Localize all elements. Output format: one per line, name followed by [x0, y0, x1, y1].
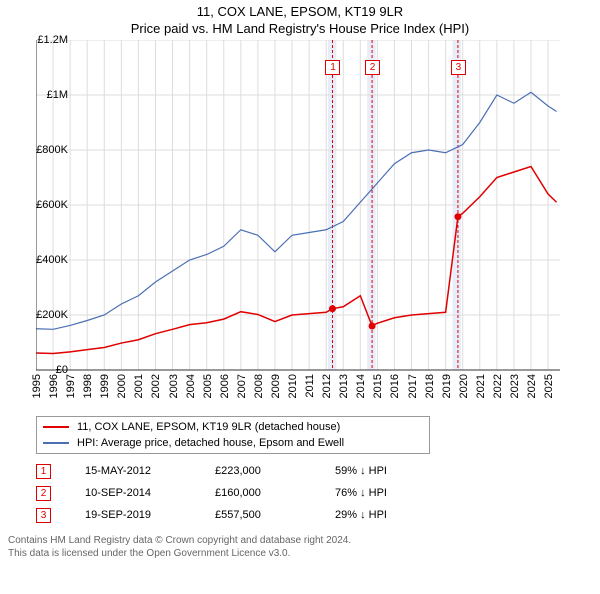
chart-title-line1: 11, COX LANE, EPSOM, KT19 9LR — [0, 4, 600, 19]
y-tick-label: £1M — [47, 89, 68, 101]
x-tick-label: 2024 — [526, 374, 538, 398]
event-diff: 29% ↓ HPI — [335, 509, 455, 521]
x-tick-label: 2002 — [150, 374, 162, 398]
x-tick-label: 2004 — [185, 374, 197, 398]
legend-label: HPI: Average price, detached house, Epso… — [77, 437, 344, 449]
events-table: 1 15-MAY-2012£223,00059% ↓ HPI 2 10-SEP-201… — [36, 460, 596, 526]
event-marker-1: 1 — [325, 60, 340, 75]
event-diff: 59% ↓ HPI — [335, 465, 455, 477]
x-tick-label: 2019 — [441, 374, 453, 398]
license-line1: Contains HM Land Registry data © Crown c… — [8, 534, 596, 547]
x-tick-label: 2013 — [338, 374, 350, 398]
y-tick-label: £600K — [36, 199, 68, 211]
x-tick-label: 2006 — [219, 374, 231, 398]
x-tick-label: 2008 — [253, 374, 265, 398]
x-tick-label: 2023 — [509, 374, 521, 398]
event-marker-2: 2 — [365, 60, 380, 75]
event-number: 3 — [36, 508, 51, 523]
chart-container: 11, COX LANE, EPSOM, KT19 9LR Price paid… — [0, 4, 600, 594]
x-tick-label: 2009 — [270, 374, 282, 398]
x-tick-label: 1999 — [99, 374, 111, 398]
x-tick-label: 2016 — [389, 374, 401, 398]
x-tick-label: 2005 — [202, 374, 214, 398]
x-tick-label: 2012 — [321, 374, 333, 398]
legend-swatch — [43, 442, 69, 444]
x-tick-label: 2001 — [133, 374, 145, 398]
x-tick-label: 2021 — [475, 374, 487, 398]
event-date: 10-SEP-2014 — [85, 487, 215, 499]
legend-swatch — [43, 426, 69, 428]
x-tick-label: 2011 — [304, 374, 316, 398]
x-tick-label: 2000 — [116, 374, 128, 398]
license-text: Contains HM Land Registry data © Crown c… — [8, 534, 596, 560]
event-number: 1 — [36, 464, 51, 479]
y-tick-label: £1.2M — [37, 34, 68, 46]
event-diff: 76% ↓ HPI — [335, 487, 455, 499]
event-row: 1 15-MAY-2012£223,00059% ↓ HPI — [36, 460, 596, 482]
legend-row: 11, COX LANE, EPSOM, KT19 9LR (detached … — [43, 419, 423, 435]
event-date: 15-MAY-2012 — [85, 465, 215, 477]
chart-svg — [36, 40, 596, 410]
legend: 11, COX LANE, EPSOM, KT19 9LR (detached … — [36, 416, 430, 454]
x-tick-label: 1998 — [82, 374, 94, 398]
chart-area: 123£0£200K£400K£600K£800K£1M£1.2M1995199… — [36, 40, 596, 380]
chart-title-line2: Price paid vs. HM Land Registry's House … — [0, 21, 600, 36]
event-date: 19-SEP-2019 — [85, 509, 215, 521]
x-tick-label: 2022 — [492, 374, 504, 398]
y-tick-label: £800K — [36, 144, 68, 156]
event-price: £223,000 — [215, 465, 335, 477]
event-row: 3 19-SEP-2019£557,50029% ↓ HPI — [36, 504, 596, 526]
x-tick-label: 2007 — [236, 374, 248, 398]
event-marker-3: 3 — [451, 60, 466, 75]
x-tick-label: 2025 — [543, 374, 555, 398]
legend-label: 11, COX LANE, EPSOM, KT19 9LR (detached … — [77, 421, 340, 433]
x-tick-label: 2018 — [424, 374, 436, 398]
license-line2: This data is licensed under the Open Gov… — [8, 547, 596, 560]
event-price: £160,000 — [215, 487, 335, 499]
x-tick-label: 1996 — [48, 374, 60, 398]
x-tick-label: 2014 — [355, 374, 367, 398]
x-tick-label: 2015 — [372, 374, 384, 398]
event-number: 2 — [36, 486, 51, 501]
x-tick-label: 2003 — [168, 374, 180, 398]
event-row: 2 10-SEP-2014£160,00076% ↓ HPI — [36, 482, 596, 504]
x-tick-label: 1995 — [31, 374, 43, 398]
x-tick-label: 2010 — [287, 374, 299, 398]
x-tick-label: 1997 — [65, 374, 77, 398]
x-tick-label: 2017 — [407, 374, 419, 398]
y-tick-label: £200K — [36, 309, 68, 321]
event-price: £557,500 — [215, 509, 335, 521]
y-tick-label: £400K — [36, 254, 68, 266]
x-tick-label: 2020 — [458, 374, 470, 398]
legend-row: HPI: Average price, detached house, Epso… — [43, 435, 423, 451]
